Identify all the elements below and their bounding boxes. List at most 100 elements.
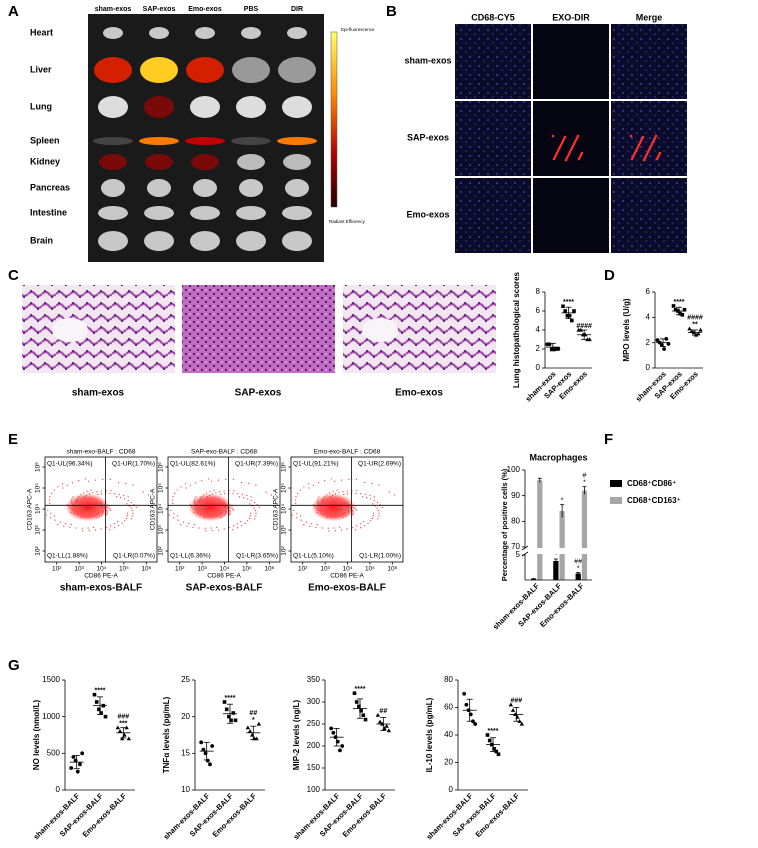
event-dot — [83, 492, 85, 494]
event-dot — [376, 507, 378, 509]
event-dot — [216, 515, 218, 517]
event-dot — [359, 523, 362, 525]
event-dot — [131, 509, 134, 512]
data-point — [464, 702, 469, 707]
event-dot — [194, 498, 196, 500]
event-dot — [218, 502, 220, 504]
x-axis-label: CD86 PE-A — [330, 573, 364, 580]
data-point — [510, 708, 516, 712]
dir-signal — [558, 145, 562, 149]
event-dot — [270, 494, 273, 496]
event-dot — [333, 527, 335, 529]
event-dot — [76, 499, 78, 501]
data-point — [247, 729, 253, 733]
quadrant-label: Q1-UR(1.70%) — [112, 461, 155, 468]
quadrant-label: Q1-LR(0.07%) — [113, 553, 155, 560]
event-dot — [339, 515, 341, 517]
event-dot — [49, 496, 51, 498]
event-dot — [95, 514, 97, 516]
event-dot — [78, 480, 80, 482]
x-tick-label: 10⁵ — [365, 566, 375, 573]
significance: * — [252, 717, 255, 724]
y-tick-label: 100 — [307, 785, 321, 794]
event-dot — [194, 502, 196, 504]
event-dot — [49, 517, 52, 519]
data-point — [473, 722, 478, 726]
event-dot — [226, 507, 228, 510]
event-dot — [61, 483, 64, 485]
event-dot — [250, 496, 252, 498]
event-dot — [294, 499, 296, 501]
dir-signal — [631, 155, 635, 159]
organ-label: Pancreas — [30, 182, 70, 192]
dir-signal — [565, 156, 569, 160]
data-point — [587, 337, 592, 342]
event-dot — [195, 482, 197, 484]
event-dot — [366, 497, 368, 499]
significance: * — [577, 565, 580, 572]
event-dot — [322, 499, 324, 501]
event-dot — [94, 479, 97, 481]
event-dot — [196, 505, 198, 507]
data-point — [124, 725, 129, 730]
dir-signal — [559, 143, 563, 147]
event-dot — [200, 511, 202, 513]
event-dot — [49, 502, 51, 504]
event-dot — [83, 514, 85, 516]
event-dot — [113, 527, 116, 529]
event-dot — [233, 509, 235, 511]
event-dot — [250, 499, 252, 502]
event-dot — [377, 518, 379, 520]
event-dot — [324, 480, 326, 482]
organ-label: Lung — [30, 101, 52, 111]
organ-label: Spleen — [30, 135, 60, 145]
event-dot — [147, 494, 150, 496]
event-dot — [348, 510, 350, 513]
dir-signal — [576, 134, 580, 138]
data-point — [352, 691, 357, 695]
event-dot — [97, 513, 99, 515]
event-dot — [221, 512, 223, 514]
data-point — [517, 719, 522, 723]
event-dot — [88, 493, 91, 495]
event-dot — [217, 479, 220, 481]
event-dot — [225, 510, 227, 513]
event-dot — [218, 514, 220, 516]
dir-signal — [574, 138, 578, 142]
data-point — [485, 733, 490, 737]
event-dot — [88, 480, 90, 482]
organ — [144, 231, 174, 251]
significance: **** — [674, 299, 685, 306]
organ-label: Brain — [30, 235, 53, 245]
event-dot — [207, 516, 209, 518]
dir-signal — [636, 145, 640, 149]
event-dot — [72, 509, 74, 511]
event-dot — [241, 493, 243, 495]
event-dot — [107, 507, 109, 509]
event-dot — [201, 480, 203, 482]
event-dot — [229, 513, 231, 516]
event-dot — [314, 506, 316, 508]
data-point — [245, 725, 251, 730]
colorbar-label: Radiant Efficiency — [329, 219, 366, 224]
event-dot — [118, 493, 120, 495]
significance: * — [583, 480, 586, 487]
event-dot — [352, 509, 354, 512]
event-dot — [236, 493, 239, 495]
event-dot — [203, 516, 206, 518]
y-axis-label: Percentage of positive cells (%) — [500, 468, 509, 581]
event-dot — [223, 514, 225, 516]
organ — [191, 154, 219, 170]
y-tick-label: 80 — [511, 516, 520, 525]
event-dot — [120, 497, 122, 499]
significance: * — [561, 497, 564, 504]
event-dot — [388, 491, 390, 493]
event-dot — [345, 503, 347, 505]
y-tick-label: 5 — [516, 550, 521, 559]
event-dot — [255, 484, 257, 486]
event-dot — [354, 508, 357, 510]
event-dot — [48, 499, 50, 501]
data-point — [496, 752, 501, 757]
event-dot — [340, 479, 343, 481]
organ — [190, 231, 220, 251]
